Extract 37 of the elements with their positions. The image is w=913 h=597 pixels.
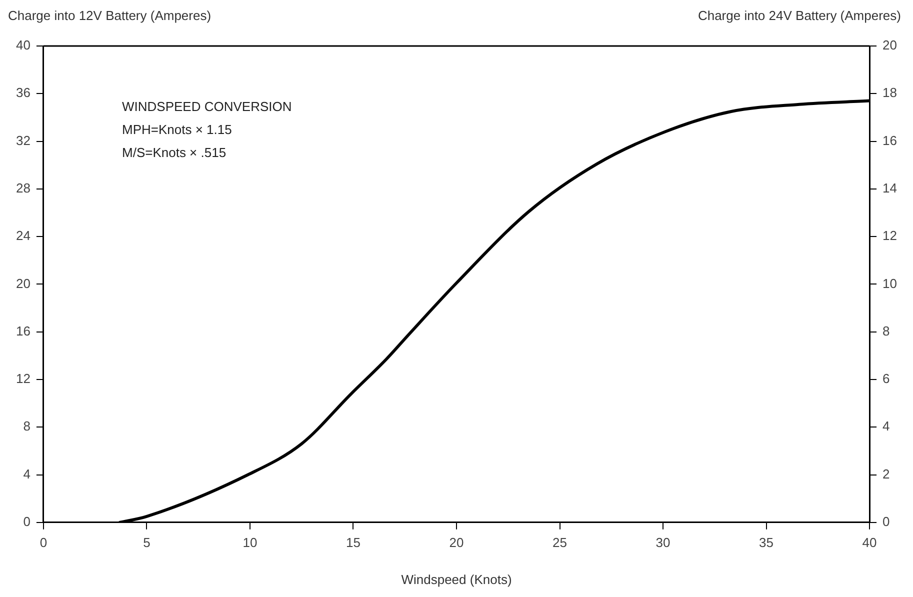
y2-tick-label: 0 <box>882 514 890 529</box>
y2-tick-label: 12 <box>882 228 898 244</box>
x-tick-label: 20 <box>449 534 464 550</box>
y-tick-label: 16 <box>16 323 30 338</box>
y-tick-label: 36 <box>16 85 30 100</box>
y-tick-label: 20 <box>16 276 30 291</box>
x-tick-label: 10 <box>242 534 258 550</box>
y2-axis-title: Charge into 24V Battery (Amperes) <box>698 8 901 23</box>
x-tick-label: 5 <box>143 534 150 550</box>
x-axis-title: Windspeed (Knots) <box>400 572 513 587</box>
y-tick-label: 4 <box>23 466 30 482</box>
y2-tick-label: 10 <box>882 276 898 291</box>
y2-tick-label: 8 <box>882 323 890 338</box>
y2-tick-label: 20 <box>882 38 898 53</box>
x-tick-label: 30 <box>656 534 670 550</box>
x-tick-label: 25 <box>552 534 567 550</box>
x-tick-label: 35 <box>759 534 774 550</box>
y2-tick-label: 14 <box>882 180 898 196</box>
y-tick-label: 24 <box>16 228 30 244</box>
x-tick-label: 15 <box>346 534 360 550</box>
y-tick-label: 28 <box>16 180 30 196</box>
y-tick-label: 8 <box>23 418 30 434</box>
y-tick-label: 0 <box>23 514 30 529</box>
y2-tick-label: 16 <box>882 132 898 148</box>
annotation: M/S=Knots × .515 <box>122 144 228 162</box>
x-tick-label: 40 <box>862 534 877 550</box>
y-tick-label: 12 <box>16 371 30 386</box>
y2-tick-label: 6 <box>882 371 890 386</box>
y-tick-label: 40 <box>16 38 30 53</box>
y2-tick-label: 18 <box>882 85 898 100</box>
x-tick-label: 0 <box>40 534 48 550</box>
annotation: MPH=Knots × 1.15 <box>122 121 233 139</box>
annotation: WINDSPEED CONVERSION <box>122 98 292 116</box>
y2-tick-label: 2 <box>882 466 890 482</box>
y2-tick-label: 4 <box>882 418 890 434</box>
y-axis-title: Charge into 12V Battery (Amperes) <box>8 8 212 23</box>
y-tick-label: 32 <box>16 132 30 148</box>
